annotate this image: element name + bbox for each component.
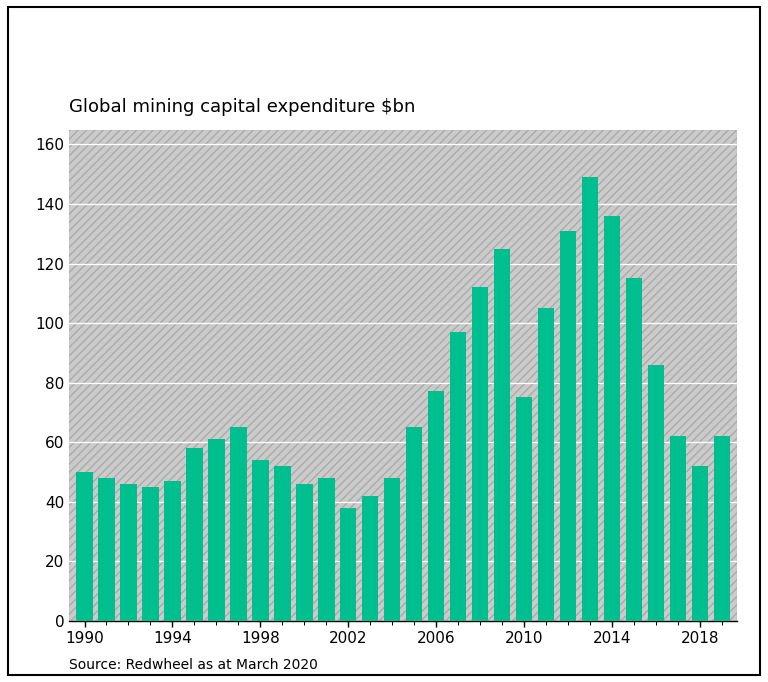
Bar bbox=[186, 448, 203, 621]
Bar bbox=[274, 466, 290, 621]
Bar bbox=[121, 484, 137, 621]
Text: Source: Redwheel as at March 2020: Source: Redwheel as at March 2020 bbox=[69, 657, 318, 672]
Bar bbox=[604, 216, 621, 621]
Bar bbox=[230, 427, 247, 621]
Bar bbox=[406, 427, 422, 621]
Bar bbox=[76, 472, 93, 621]
Bar bbox=[626, 278, 642, 621]
Bar bbox=[450, 332, 466, 621]
Bar bbox=[516, 398, 532, 621]
Bar bbox=[582, 177, 598, 621]
Bar bbox=[692, 466, 708, 621]
Bar bbox=[428, 391, 445, 621]
Bar bbox=[142, 487, 159, 621]
Bar bbox=[362, 496, 379, 621]
Text: Global mining capital expenditure $bn: Global mining capital expenditure $bn bbox=[69, 98, 415, 116]
Bar bbox=[472, 287, 488, 621]
Bar bbox=[647, 365, 664, 621]
Bar bbox=[670, 436, 686, 621]
Bar bbox=[98, 478, 114, 621]
Bar bbox=[384, 478, 400, 621]
Bar bbox=[318, 478, 335, 621]
Bar bbox=[713, 436, 730, 621]
Bar bbox=[340, 507, 356, 621]
Bar bbox=[164, 481, 180, 621]
Bar bbox=[296, 484, 313, 621]
Bar bbox=[560, 231, 576, 621]
Bar bbox=[252, 460, 269, 621]
Bar bbox=[538, 308, 554, 621]
Bar bbox=[208, 439, 224, 621]
Bar bbox=[69, 130, 737, 621]
Bar bbox=[494, 249, 511, 621]
